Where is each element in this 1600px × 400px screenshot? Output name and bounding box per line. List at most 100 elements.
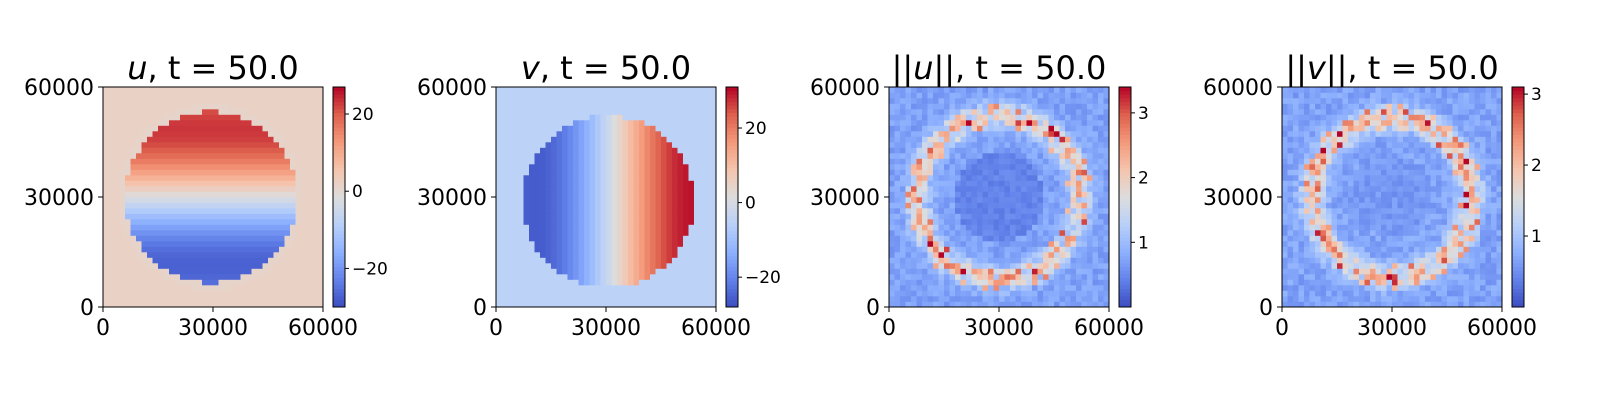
heatmap-cell: [1054, 103, 1060, 110]
colorbar-segment: [726, 222, 738, 227]
heatmap-cell: [905, 103, 912, 110]
heatmap-cell: [1032, 153, 1038, 159]
heatmap-cell: [589, 301, 596, 308]
heatmap-cell: [977, 208, 983, 214]
heatmap-cell: [1048, 279, 1055, 286]
heatmap-cell: [213, 285, 219, 291]
heatmap-cell: [977, 279, 983, 286]
heatmap-cell: [235, 290, 241, 297]
heatmap-cell: [1054, 169, 1060, 176]
heatmap-cell: [1004, 202, 1011, 209]
heatmap-cell: [573, 301, 579, 308]
heatmap-cell: [141, 142, 148, 148]
heatmap-cell: [229, 103, 236, 110]
heatmap-cell: [889, 153, 895, 159]
heatmap-cell: [944, 263, 950, 269]
heatmap-cell: [622, 241, 629, 247]
heatmap-cell: [202, 142, 208, 148]
heatmap-cell: [125, 169, 131, 176]
heatmap-cell: [628, 285, 634, 291]
heatmap-cell: [136, 153, 142, 159]
heatmap-cell: [130, 147, 137, 154]
heatmap-cell: [944, 175, 950, 181]
heatmap-cell: [108, 180, 115, 187]
heatmap-cell: [556, 175, 563, 181]
heatmap-cell: [988, 125, 994, 132]
heatmap-cell: [556, 164, 563, 170]
heatmap-cell: [622, 301, 629, 308]
heatmap-cell: [507, 175, 513, 181]
heatmap-cell: [1015, 131, 1022, 137]
heatmap-cell: [628, 153, 634, 159]
heatmap-cell: [556, 180, 563, 187]
heatmap-cell: [905, 241, 912, 247]
heatmap-cell: [699, 109, 706, 115]
heatmap-cell: [279, 219, 285, 225]
heatmap-cell: [900, 224, 906, 231]
heatmap-cell: [136, 224, 142, 231]
heatmap-cell: [141, 224, 148, 231]
heatmap-cell: [573, 208, 579, 214]
heatmap-cell: [977, 213, 983, 220]
heatmap-cell: [944, 202, 950, 209]
heatmap-cell: [268, 263, 274, 269]
heatmap-cell: [108, 279, 115, 286]
heatmap-cell: [617, 92, 623, 99]
heatmap-cell: [622, 246, 629, 253]
colorbar-segment: [726, 211, 738, 216]
heatmap-cell: [595, 131, 601, 137]
heatmap-cell: [523, 175, 530, 181]
heatmap-cell: [650, 224, 656, 231]
heatmap-cell: [595, 279, 601, 286]
heatmap-cell: [1076, 197, 1082, 203]
heatmap-cell: [174, 213, 181, 220]
heatmap-cell: [529, 92, 535, 99]
heatmap-cell: [301, 175, 307, 181]
heatmap-cell: [1021, 290, 1027, 297]
heatmap-cell: [268, 301, 274, 308]
heatmap-cell: [1087, 109, 1093, 115]
heatmap-cell: [705, 87, 711, 93]
heatmap-cell: [611, 268, 618, 275]
heatmap-cell: [567, 109, 574, 115]
heatmap-cell: [999, 153, 1005, 159]
heatmap-cell: [999, 219, 1005, 225]
heatmap-cell: [103, 164, 109, 170]
heatmap-cell: [512, 98, 519, 104]
heatmap-cell: [672, 290, 678, 297]
colorbar-frame: [725, 86, 739, 308]
heatmap-cell: [916, 285, 923, 291]
heatmap-cell: [672, 202, 678, 209]
heatmap-cell: [207, 252, 214, 258]
heatmap-cell: [174, 224, 181, 231]
heatmap-cell: [317, 290, 324, 297]
heatmap-cell: [1076, 164, 1082, 170]
heatmap-cell: [1048, 186, 1055, 192]
heatmap-cell: [512, 263, 519, 269]
heatmap-cell: [911, 114, 917, 121]
heatmap-cell: [268, 197, 274, 203]
heatmap-cell: [1021, 175, 1027, 181]
heatmap-cell: [688, 136, 695, 143]
heatmap-cell: [279, 274, 285, 280]
heatmap-cell: [622, 175, 629, 181]
heatmap-cell: [1098, 279, 1104, 286]
heatmap-cell: [922, 202, 928, 209]
heatmap-cell: [595, 224, 601, 231]
heatmap-cell: [999, 186, 1005, 192]
heatmap-cell: [982, 202, 989, 209]
heatmap-cell: [922, 263, 928, 269]
heatmap-cell: [229, 296, 236, 302]
heatmap-cell: [224, 153, 230, 159]
heatmap-cell: [529, 208, 535, 214]
heatmap-cell: [966, 208, 972, 214]
colorbar-segment: [726, 281, 738, 286]
colorbar-segment: [726, 127, 738, 132]
heatmap-cell: [927, 213, 934, 220]
heatmap-cell: [207, 180, 214, 187]
heatmap-cell: [1026, 120, 1033, 126]
colorbar-segment: [726, 186, 738, 191]
heatmap-cell: [262, 285, 269, 291]
heatmap-cell: [496, 142, 502, 148]
heatmap-cell: [240, 224, 247, 231]
